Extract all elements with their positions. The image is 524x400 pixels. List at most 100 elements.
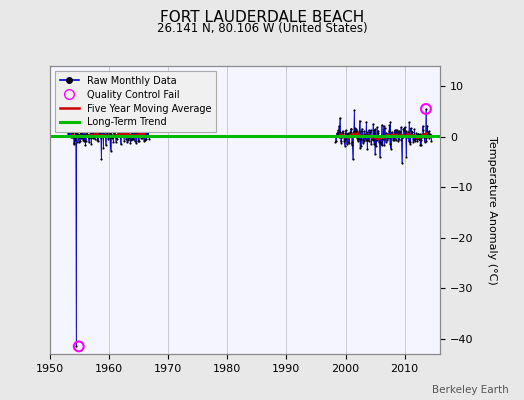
Point — [112, 139, 120, 145]
Point — [115, 131, 123, 137]
Point — [128, 136, 136, 142]
Point — [402, 154, 410, 160]
Point — [367, 135, 376, 141]
Point — [335, 115, 344, 121]
Point — [342, 127, 350, 133]
Point — [116, 141, 125, 148]
Point — [370, 141, 378, 147]
Point — [113, 133, 121, 140]
Point — [131, 130, 139, 137]
Point — [337, 140, 345, 146]
Point — [89, 128, 97, 135]
Point — [340, 138, 348, 144]
Point — [364, 137, 373, 143]
Point — [118, 119, 126, 126]
Point — [398, 134, 407, 140]
Point — [339, 130, 347, 136]
Point — [384, 135, 392, 142]
Point — [422, 106, 430, 112]
Point — [358, 125, 366, 132]
Point — [410, 126, 419, 132]
Point — [109, 134, 117, 140]
Point — [67, 128, 75, 134]
Point — [100, 127, 108, 134]
Point — [124, 136, 133, 143]
Point — [103, 130, 111, 136]
Point — [347, 126, 355, 132]
Point — [356, 128, 365, 134]
Point — [142, 136, 150, 142]
Point — [412, 130, 421, 136]
Point — [409, 132, 418, 138]
Point — [337, 129, 346, 136]
Point — [390, 136, 398, 143]
Point — [389, 136, 398, 142]
Point — [75, 134, 83, 141]
Text: 26.141 N, 80.106 W (United States): 26.141 N, 80.106 W (United States) — [157, 22, 367, 35]
Point — [123, 138, 131, 145]
Point — [84, 133, 92, 140]
Point — [104, 136, 112, 142]
Point — [403, 133, 411, 140]
Point — [347, 142, 356, 148]
Point — [379, 132, 387, 138]
Point — [84, 132, 92, 138]
Point — [377, 122, 386, 128]
Text: FORT LAUDERDALE BEACH: FORT LAUDERDALE BEACH — [160, 10, 364, 25]
Point — [129, 136, 137, 142]
Point — [407, 128, 416, 135]
Point — [134, 138, 143, 144]
Point — [418, 134, 426, 140]
Point — [64, 128, 73, 135]
Point — [100, 131, 108, 138]
Point — [416, 142, 424, 148]
Point — [397, 124, 405, 130]
Point — [395, 136, 403, 143]
Point — [117, 132, 125, 138]
Point — [137, 130, 146, 137]
Point — [94, 128, 103, 134]
Point — [372, 142, 380, 149]
Point — [93, 132, 101, 139]
Point — [102, 142, 110, 148]
Point — [369, 130, 378, 136]
Point — [97, 124, 106, 130]
Point — [363, 128, 371, 135]
Point — [373, 137, 381, 144]
Point — [407, 127, 415, 134]
Point — [138, 135, 147, 142]
Point — [72, 343, 80, 350]
Point — [346, 130, 354, 136]
Point — [144, 127, 152, 134]
Point — [356, 145, 364, 151]
Point — [424, 133, 432, 140]
Point — [413, 136, 421, 143]
Point — [136, 130, 145, 136]
Point — [70, 141, 78, 148]
Point — [98, 132, 106, 138]
Point — [115, 122, 123, 128]
Point — [332, 133, 341, 140]
Point — [361, 131, 369, 138]
Point — [140, 136, 149, 143]
Legend: Raw Monthly Data, Quality Control Fail, Five Year Moving Average, Long-Term Tren: Raw Monthly Data, Quality Control Fail, … — [54, 71, 216, 132]
Point — [365, 138, 374, 144]
Point — [78, 134, 86, 141]
Point — [415, 136, 423, 142]
Point — [350, 129, 358, 136]
Point — [386, 118, 395, 125]
Point — [414, 131, 422, 137]
Point — [85, 134, 94, 140]
Point — [385, 128, 393, 134]
Point — [123, 128, 132, 135]
Point — [399, 125, 408, 132]
Point — [70, 140, 79, 147]
Point — [126, 139, 135, 146]
Point — [88, 134, 96, 140]
Point — [339, 128, 347, 134]
Point — [132, 140, 140, 146]
Point — [145, 133, 153, 139]
Text: Berkeley Earth: Berkeley Earth — [432, 385, 508, 395]
Point — [389, 134, 397, 140]
Point — [69, 134, 77, 140]
